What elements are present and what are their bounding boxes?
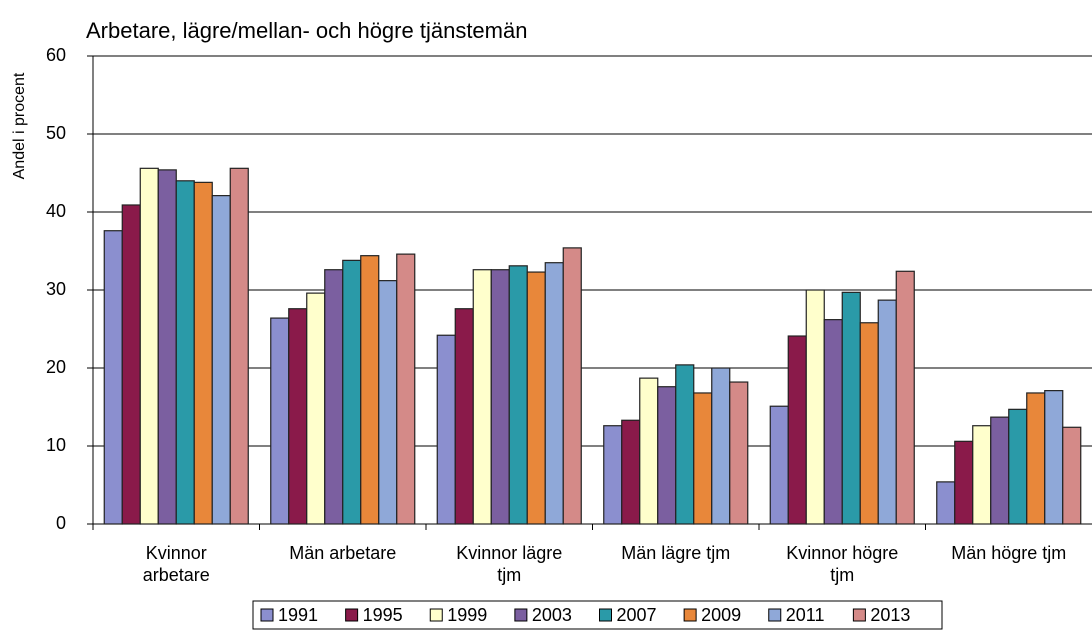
bar: [621, 419, 641, 525]
bar: [805, 289, 825, 525]
legend-label: 1991: [278, 605, 318, 625]
legend-swatch: [514, 608, 528, 622]
legend-swatch: [429, 608, 443, 622]
bar: [396, 253, 416, 525]
legend-box: [252, 600, 943, 630]
bar: [711, 367, 731, 525]
bar: [1044, 390, 1064, 525]
bar: [954, 440, 974, 525]
bar: [288, 308, 308, 525]
y-axis-label: Andel i procent: [11, 72, 28, 179]
legend-label: 2003: [532, 605, 572, 625]
bar: [877, 299, 897, 525]
y-tick-label: 0: [56, 513, 66, 533]
chart-title: Arbetare, lägre/mellan- och högre tjänst…: [86, 18, 527, 43]
bar: [193, 181, 213, 525]
legend-swatch: [768, 608, 782, 622]
bar: [211, 195, 231, 525]
legend-label: 2009: [701, 605, 741, 625]
bar: [639, 377, 659, 525]
bar: [121, 204, 141, 525]
legend-label: 1995: [363, 605, 403, 625]
bar: [360, 255, 380, 525]
x-tick-label: Kvinnor högre tjm: [786, 543, 899, 585]
bar: [729, 381, 749, 525]
legend-swatch: [852, 608, 866, 622]
legend-swatch: [345, 608, 359, 622]
bar: [859, 322, 879, 525]
bar: [769, 405, 789, 525]
bar: [436, 334, 456, 525]
bar: [1008, 408, 1028, 525]
bar: [378, 280, 398, 525]
bar: [490, 269, 510, 525]
bar: [1026, 392, 1046, 525]
x-tick-label: Män lägre tjm: [621, 543, 731, 563]
bar: [562, 247, 582, 525]
legend-swatch: [683, 608, 697, 622]
bar: [823, 319, 843, 525]
y-tick-label: 50: [46, 123, 66, 143]
y-tick-label: 60: [46, 45, 66, 65]
legend-label: 1999: [447, 605, 487, 625]
bar: [175, 180, 195, 525]
y-tick-label: 10: [46, 435, 66, 455]
bar: [454, 308, 474, 525]
bar: [157, 169, 177, 525]
bar: [342, 259, 362, 525]
bar: [508, 265, 528, 525]
bar: [603, 425, 623, 525]
legend-swatch: [260, 608, 274, 622]
bar: [936, 481, 956, 525]
legend-swatch: [599, 608, 612, 622]
bar: [270, 317, 290, 525]
legend-label: 2013: [870, 605, 910, 625]
bar: [472, 269, 492, 525]
legend-label: 2007: [617, 605, 657, 625]
x-tick-label: Kvinnor lägre tjm: [456, 543, 563, 585]
bar: [324, 269, 344, 525]
bar: [990, 416, 1010, 525]
bar: [229, 167, 249, 525]
bar: [693, 392, 713, 525]
bar: [544, 262, 564, 525]
x-tick-label: Kvinnor arbetare: [142, 543, 210, 585]
x-tick-label: Män arbetare: [289, 543, 397, 563]
y-tick-label: 20: [46, 357, 66, 377]
bar: [895, 270, 915, 525]
legend-label: 2011: [786, 605, 825, 625]
bar: [139, 167, 159, 525]
bar: [526, 271, 546, 525]
bar: [306, 292, 326, 525]
y-tick-label: 30: [46, 279, 66, 299]
bar: [675, 364, 695, 525]
bar: [972, 425, 992, 525]
y-tick-label: 40: [46, 201, 66, 221]
x-tick-label: Män högre tjm: [951, 543, 1067, 563]
bar: [841, 291, 861, 525]
bar: [657, 386, 677, 525]
bar: [787, 335, 807, 525]
bar: [1062, 426, 1082, 525]
bar: [103, 230, 123, 525]
